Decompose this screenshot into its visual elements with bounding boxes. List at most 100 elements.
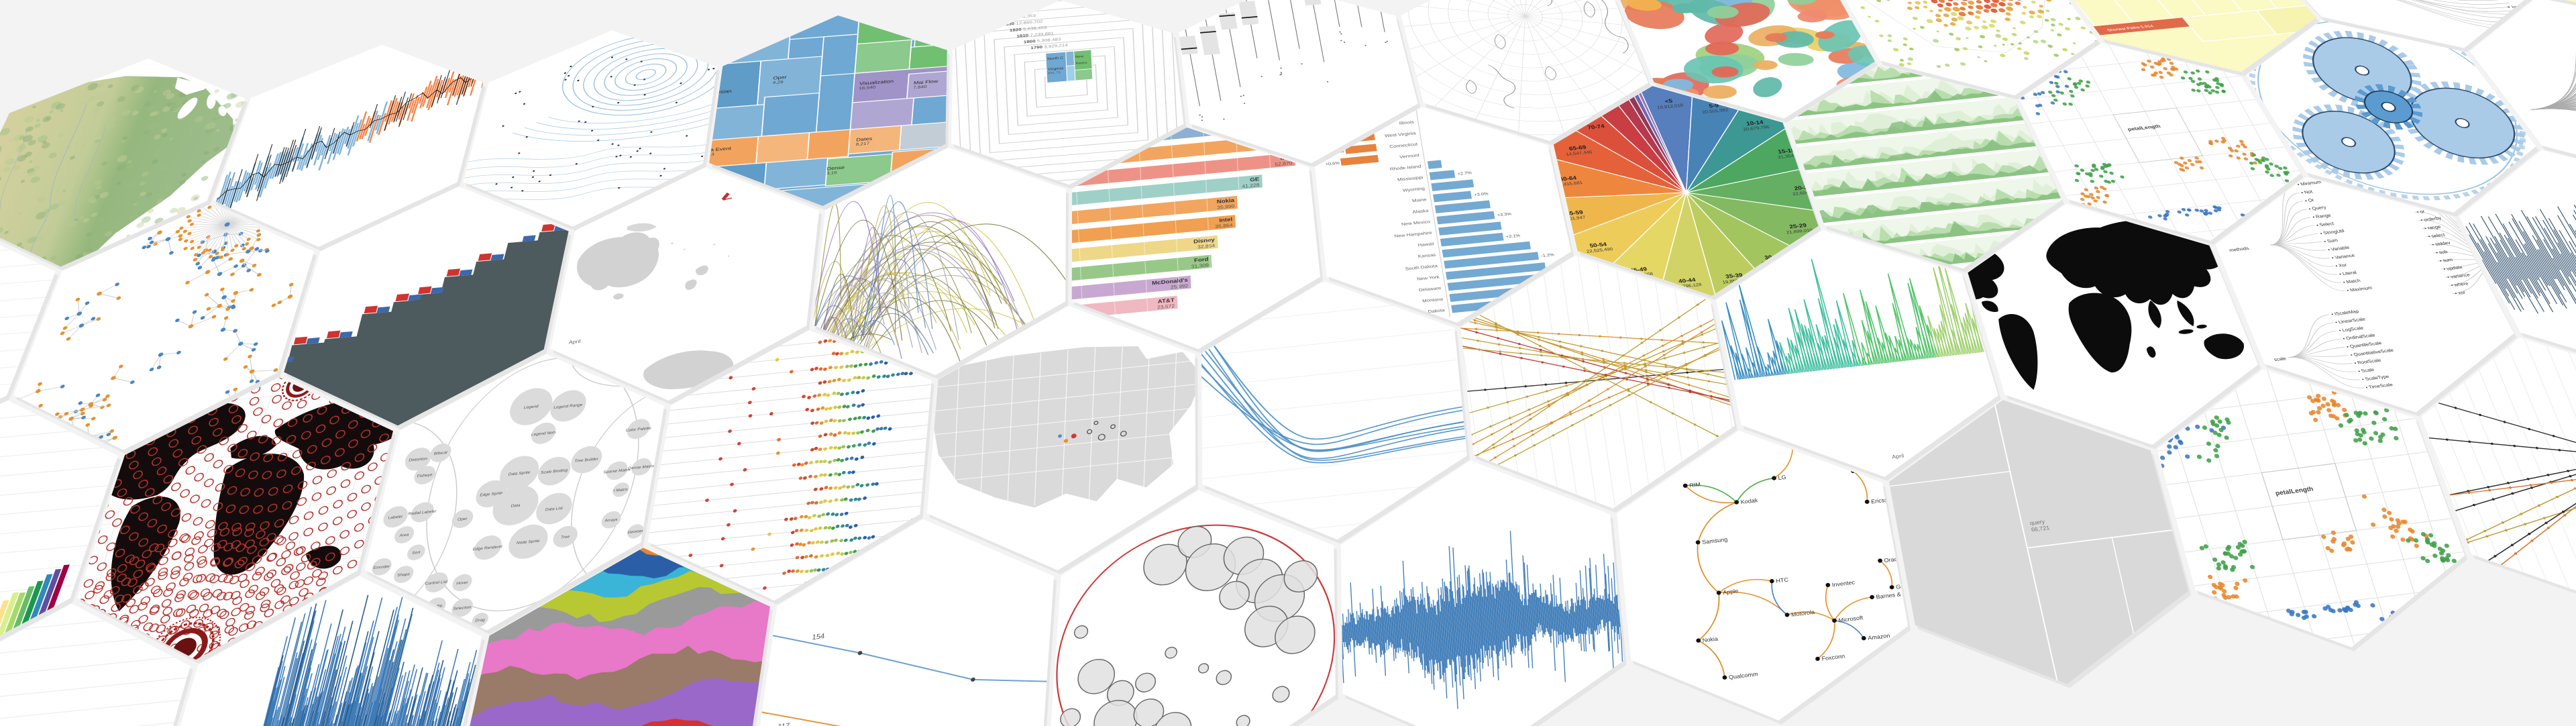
svg-text:5-9: 5-9 xyxy=(1708,103,1719,109)
svg-text:20,796,128: 20,796,128 xyxy=(1675,283,1703,290)
svg-text:Edge Sprite: Edge Sprite xyxy=(480,491,504,498)
svg-text:35-39: 35-39 xyxy=(1725,272,1743,279)
svg-text:70-74: 70-74 xyxy=(1587,123,1605,130)
svg-text:Tree: Tree xyxy=(560,535,570,540)
svg-text:Montana: Montana xyxy=(1422,297,1444,303)
svg-text:North C: North C xyxy=(1047,56,1064,61)
svg-text:Shortest Paths 5,914: Shortest Paths 5,914 xyxy=(2106,25,2155,33)
svg-text:Cartesian: Cartesian xyxy=(705,89,732,95)
svg-text:New York: New York xyxy=(1417,274,1440,281)
svg-text:Intel: Intel xyxy=(1219,216,1232,223)
svg-text:Apple: Apple xyxy=(1723,588,1739,596)
svg-text:45-49: 45-49 xyxy=(1629,266,1648,273)
svg-text:Edge Renderer: Edge Renderer xyxy=(472,544,503,552)
svg-text:• stddev: • stddev xyxy=(2431,240,2452,247)
svg-text:April: April xyxy=(568,339,581,345)
svg-text:Area: Area xyxy=(399,533,410,538)
svg-text:• Range: • Range xyxy=(2312,213,2332,220)
svg-text:Rhode Island: Rhode Island xyxy=(1389,164,1421,171)
svg-text:Arrays: Arrays xyxy=(604,517,618,523)
svg-text:Alaska: Alaska xyxy=(1412,208,1429,214)
svg-text:Wyoming: Wyoming xyxy=(1402,186,1425,193)
svg-text:Amazon: Amazon xyxy=(1868,632,1890,641)
svg-text:23,572: 23,572 xyxy=(1157,303,1175,310)
svg-text:• or: • or xyxy=(2416,209,2426,215)
svg-text:Legend Item: Legend Item xyxy=(531,430,556,437)
svg-text:Mai Flow: Mai Flow xyxy=(914,79,938,85)
svg-text:LG: LG xyxy=(1778,474,1787,481)
svg-text:• sum: • sum xyxy=(2438,257,2454,264)
svg-text:19,912,018: 19,912,018 xyxy=(1657,103,1684,110)
svg-text:• orderby: • orderby xyxy=(2420,215,2443,223)
svg-text:Kodak: Kodak xyxy=(1740,497,1758,505)
svg-text:Data Event: Data Event xyxy=(701,146,733,153)
svg-text:Legend: Legend xyxy=(523,404,539,410)
svg-text:• variance: • variance xyxy=(2446,272,2471,280)
svg-text:21,354,4: 21,354,4 xyxy=(1777,154,1799,160)
svg-text:35,864: 35,864 xyxy=(1215,222,1233,229)
svg-text:66,721: 66,721 xyxy=(2031,524,2050,533)
svg-text:8,217: 8,217 xyxy=(856,142,870,147)
svg-text:Vermont: Vermont xyxy=(1399,153,1420,160)
svg-text:Ford: Ford xyxy=(1194,256,1209,264)
svg-text:New: New xyxy=(1075,55,1083,59)
svg-text:• Variance: • Variance xyxy=(2330,252,2355,260)
svg-text:• Match: • Match xyxy=(2342,278,2361,285)
svg-text:• select: • select xyxy=(2427,232,2446,240)
svg-text:Dakota: Dakota xyxy=(1428,308,1445,314)
svg-text:• Not: • Not xyxy=(2300,189,2314,195)
svg-text:• Variable: • Variable xyxy=(2326,244,2350,252)
svg-text:Fisheye: Fisheye xyxy=(417,473,433,479)
svg-text:691,73: 691,73 xyxy=(1048,71,1061,75)
svg-text:• Or: • Or xyxy=(2304,197,2315,203)
svg-text:• range: • range xyxy=(2423,224,2442,231)
svg-text:AT&T: AT&T xyxy=(1158,297,1175,304)
svg-text:Nokia: Nokia xyxy=(1702,635,1718,643)
svg-text:65-69: 65-69 xyxy=(1568,144,1587,152)
svg-text:Distortion: Distortion xyxy=(409,456,429,462)
svg-text:Hawaii: Hawaii xyxy=(1417,242,1434,248)
svg-text:001,947: 001,947 xyxy=(1566,215,1586,221)
svg-text:154: 154 xyxy=(812,632,825,641)
svg-text:21,898,010: 21,898,010 xyxy=(1786,228,1813,235)
svg-text:25,992: 25,992 xyxy=(1171,283,1189,290)
svg-text:Visualization: Visualization xyxy=(859,79,894,86)
svg-text:New Mexico: New Mexico xyxy=(1401,219,1430,227)
svg-text:6,006: 6,006 xyxy=(2074,0,2088,1)
svg-text:Node Sprite: Node Sprite xyxy=(516,539,541,546)
svg-text:RIM: RIM xyxy=(1689,481,1701,488)
svg-text:Kansas: Kansas xyxy=(1417,252,1436,259)
svg-text:1830 12,860,702: 1830 12,860,702 xyxy=(1002,19,1042,26)
svg-text:Drag: Drag xyxy=(475,618,486,623)
svg-text:• Sum: • Sum xyxy=(2323,238,2339,244)
svg-text:Color Palette: Color Palette xyxy=(625,426,652,433)
svg-text:Dates: Dates xyxy=(856,136,872,142)
svg-text:50-54: 50-54 xyxy=(1589,242,1608,249)
svg-text:20-24: 20-24 xyxy=(1794,184,1813,191)
svg-text:3,16: 3,16 xyxy=(826,170,837,176)
svg-text:60-64: 60-64 xyxy=(1558,174,1577,182)
svg-text:+0.6%: +0.6% xyxy=(1325,161,1340,166)
svg-text:West Virginia: West Virginia xyxy=(1385,131,1416,138)
svg-text:1790 3,929,214: 1790 3,929,214 xyxy=(1030,44,1068,50)
svg-text:55-59: 55-59 xyxy=(1565,209,1584,217)
svg-text:Data List: Data List xyxy=(545,506,564,512)
svg-text:Illinois: Illinois xyxy=(1399,119,1415,125)
svg-text:• Literal: • Literal xyxy=(2338,270,2357,277)
svg-text:7,840: 7,840 xyxy=(913,85,927,90)
svg-text:April: April xyxy=(1891,452,1904,460)
svg-text:South Dakota: South Dakota xyxy=(1405,264,1438,272)
svg-text:Legend Range: Legend Range xyxy=(553,403,584,410)
svg-text:18,415,681: 18,415,681 xyxy=(1556,181,1583,188)
svg-text:+2.7%: +2.7% xyxy=(1457,171,1472,176)
svg-text:Labeler: Labeler xyxy=(388,515,403,521)
svg-text:• sub: • sub xyxy=(2434,249,2448,256)
svg-text:Shape: Shape xyxy=(396,572,411,578)
svg-text:query: query xyxy=(2029,518,2046,526)
svg-text:Delaware: Delaware xyxy=(1418,286,1441,293)
svg-text:1800 5,308,483: 1800 5,308,483 xyxy=(1024,38,1061,44)
svg-text:16,540: 16,540 xyxy=(859,85,875,91)
svg-text:Encoder: Encoder xyxy=(373,564,390,570)
svg-text:Inventec: Inventec xyxy=(1831,579,1856,588)
svg-text:Control List: Control List xyxy=(425,580,448,586)
